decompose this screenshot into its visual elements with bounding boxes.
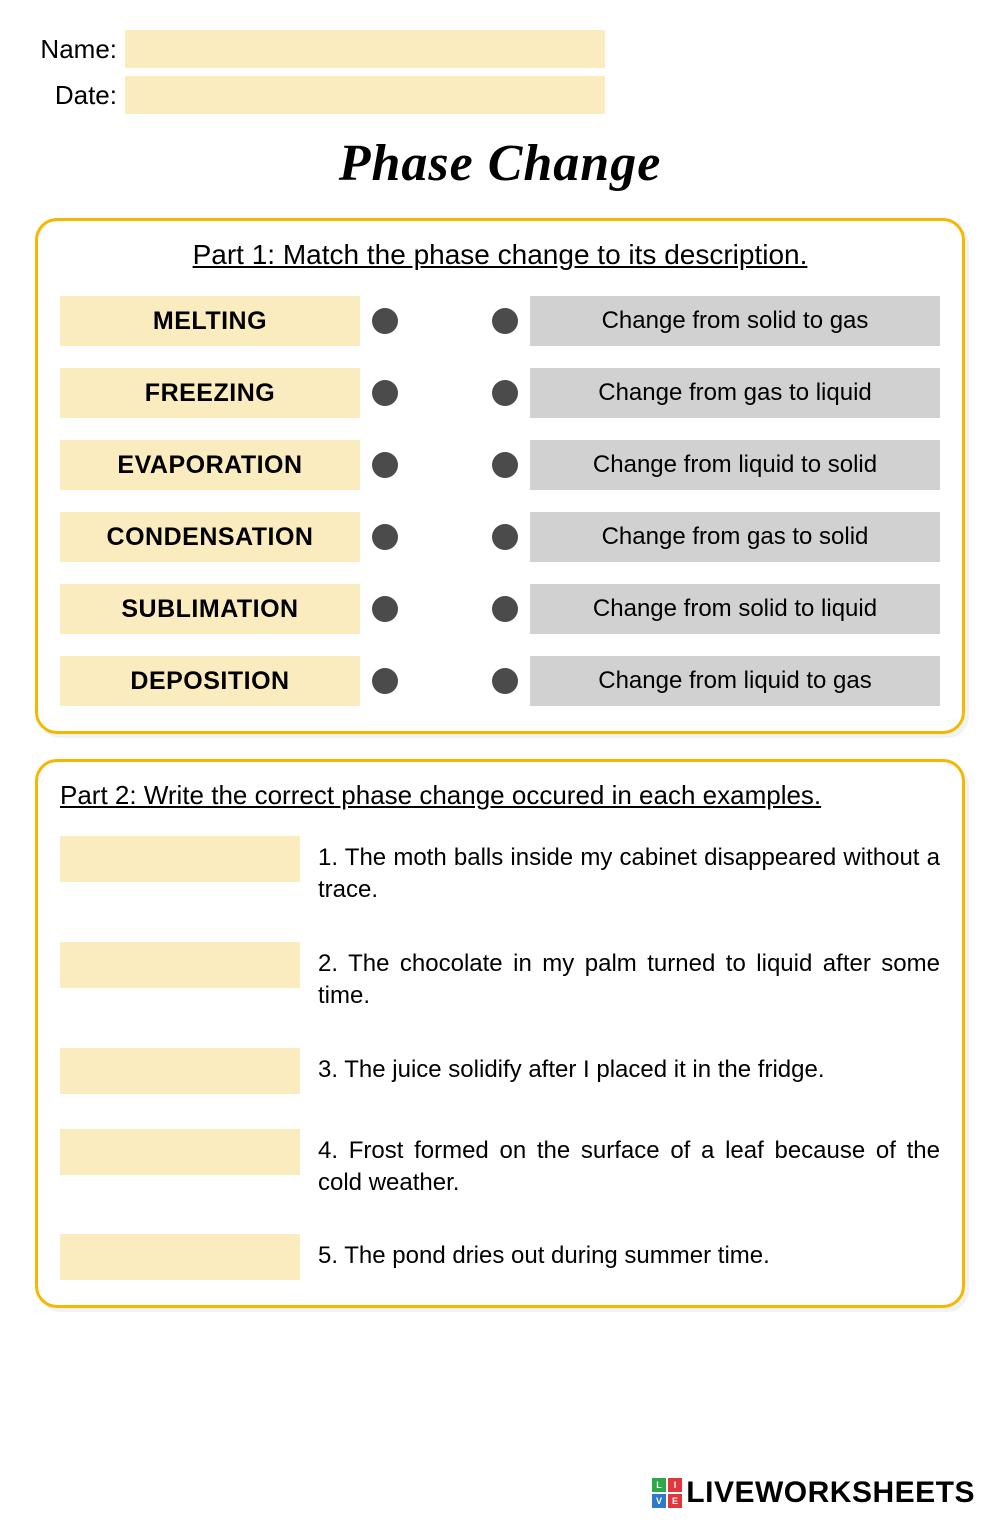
question-row: 1. The moth balls inside my cabinet disa… [60, 836, 940, 907]
watermark-logo-icon: LIVE [652, 1478, 682, 1508]
connector-dot-right[interactable] [492, 452, 518, 478]
question-text: 1. The moth balls inside my cabinet disa… [318, 836, 940, 907]
part1-panel: Part 1: Match the phase change to its de… [35, 218, 965, 734]
desc-label: Change from solid to gas [530, 296, 940, 346]
watermark-text: LIVEWORKSHEETS [686, 1476, 975, 1510]
connector-dot-left[interactable] [372, 668, 398, 694]
term-label: CONDENSATION [60, 512, 360, 562]
watermark: LIVE LIVEWORKSHEETS [652, 1476, 975, 1510]
name-row: Name: [35, 30, 965, 68]
question-text: 2. The chocolate in my palm turned to li… [318, 942, 940, 1013]
date-row: Date: [35, 76, 965, 114]
answer-input[interactable] [60, 836, 300, 882]
connector-dot-left[interactable] [372, 308, 398, 334]
question-row: 3. The juice solidify after I placed it … [60, 1048, 940, 1094]
page-title: Phase Change [35, 134, 965, 193]
name-input[interactable] [125, 30, 605, 68]
connector-dot-right[interactable] [492, 308, 518, 334]
part1-heading: Part 1: Match the phase change to its de… [60, 239, 940, 271]
connector-dot-right[interactable] [492, 596, 518, 622]
answer-input[interactable] [60, 942, 300, 988]
question-text: 5. The pond dries out during summer time… [318, 1234, 940, 1272]
answer-input[interactable] [60, 1234, 300, 1280]
connector-dot-left[interactable] [372, 524, 398, 550]
question-list: 1. The moth balls inside my cabinet disa… [60, 836, 940, 1280]
connector-dot-left[interactable] [372, 380, 398, 406]
desc-label: Change from gas to solid [530, 512, 940, 562]
match-row: DEPOSITION Change from liquid to gas [60, 656, 940, 706]
connector-dot-right[interactable] [492, 668, 518, 694]
term-label: DEPOSITION [60, 656, 360, 706]
desc-label: Change from liquid to solid [530, 440, 940, 490]
desc-label: Change from liquid to gas [530, 656, 940, 706]
match-row: SUBLIMATION Change from solid to liquid [60, 584, 940, 634]
term-label: EVAPORATION [60, 440, 360, 490]
desc-label: Change from solid to liquid [530, 584, 940, 634]
connector-dot-right[interactable] [492, 380, 518, 406]
match-row: EVAPORATION Change from liquid to solid [60, 440, 940, 490]
connector-dot-left[interactable] [372, 452, 398, 478]
date-input[interactable] [125, 76, 605, 114]
part2-panel: Part 2: Write the correct phase change o… [35, 759, 965, 1308]
term-label: FREEZING [60, 368, 360, 418]
question-row: 2. The chocolate in my palm turned to li… [60, 942, 940, 1013]
connector-dot-left[interactable] [372, 596, 398, 622]
question-text: 4. Frost formed on the surface of a leaf… [318, 1129, 940, 1200]
term-label: MELTING [60, 296, 360, 346]
question-row: 5. The pond dries out during summer time… [60, 1234, 940, 1280]
match-row: CONDENSATION Change from gas to solid [60, 512, 940, 562]
match-row: MELTING Change from solid to gas [60, 296, 940, 346]
date-label: Date: [35, 80, 125, 111]
answer-input[interactable] [60, 1129, 300, 1175]
question-row: 4. Frost formed on the surface of a leaf… [60, 1129, 940, 1200]
question-text: 3. The juice solidify after I placed it … [318, 1048, 940, 1086]
answer-input[interactable] [60, 1048, 300, 1094]
connector-dot-right[interactable] [492, 524, 518, 550]
term-label: SUBLIMATION [60, 584, 360, 634]
name-label: Name: [35, 34, 125, 65]
part2-heading: Part 2: Write the correct phase change o… [60, 780, 940, 811]
match-grid: MELTING Change from solid to gas FREEZIN… [60, 296, 940, 706]
match-row: FREEZING Change from gas to liquid [60, 368, 940, 418]
desc-label: Change from gas to liquid [530, 368, 940, 418]
